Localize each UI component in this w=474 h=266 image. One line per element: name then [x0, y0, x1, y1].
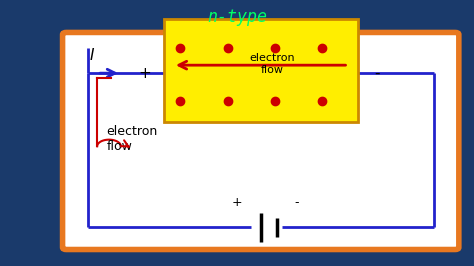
Text: electron
flow: electron flow	[250, 53, 295, 75]
Text: n-type: n-type	[207, 8, 267, 26]
Text: -: -	[374, 66, 380, 81]
Text: electron
flow: electron flow	[107, 125, 158, 153]
FancyBboxPatch shape	[63, 32, 459, 250]
Bar	[164, 19, 358, 122]
Text: -: -	[294, 196, 299, 209]
Text: +: +	[232, 196, 242, 209]
Text: $I$: $I$	[90, 47, 95, 63]
Text: +: +	[138, 66, 151, 81]
